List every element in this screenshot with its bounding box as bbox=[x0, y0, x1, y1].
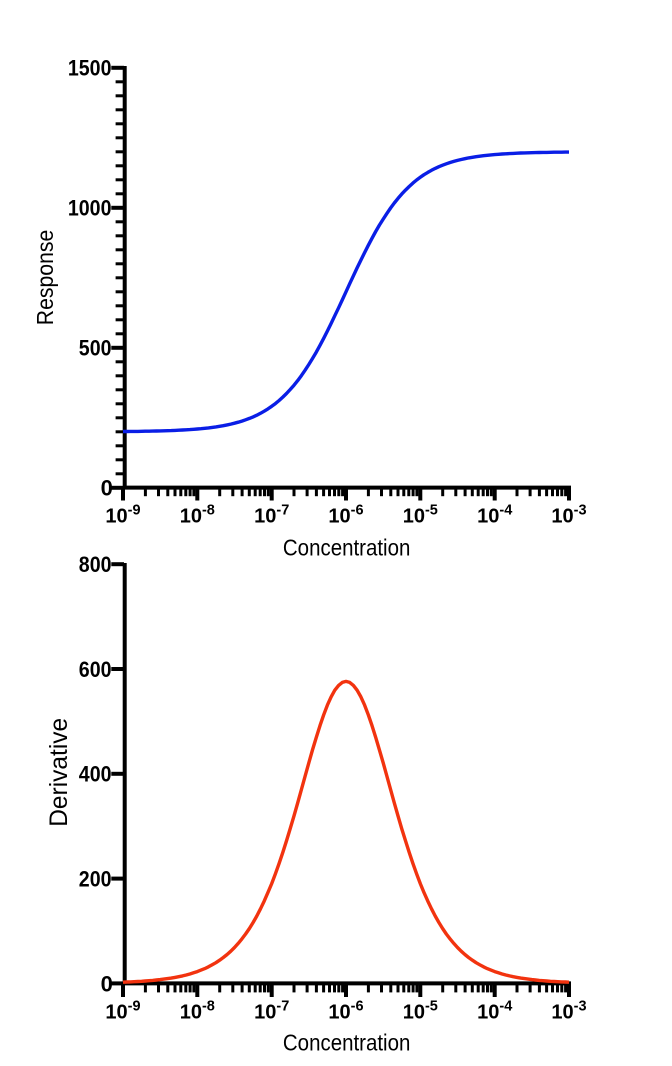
svg-text:500: 500 bbox=[79, 336, 112, 361]
svg-text:200: 200 bbox=[79, 867, 112, 892]
svg-text:600: 600 bbox=[79, 657, 112, 682]
svg-text:10-5: 10-5 bbox=[403, 998, 438, 1023]
svg-text:10-8: 10-8 bbox=[180, 502, 215, 527]
svg-text:10-3: 10-3 bbox=[551, 998, 586, 1023]
svg-text:10-6: 10-6 bbox=[328, 502, 363, 527]
svg-text:10-4: 10-4 bbox=[477, 502, 512, 527]
svg-text:0: 0 bbox=[101, 476, 113, 501]
svg-text:10-8: 10-8 bbox=[180, 998, 215, 1023]
svg-text:0: 0 bbox=[101, 971, 113, 996]
svg-text:10-3: 10-3 bbox=[551, 502, 586, 527]
svg-text:10-4: 10-4 bbox=[477, 998, 512, 1023]
svg-text:Concentration: Concentration bbox=[283, 534, 411, 560]
svg-text:10-5: 10-5 bbox=[403, 502, 438, 527]
svg-text:Derivative: Derivative bbox=[45, 718, 73, 827]
svg-text:10-6: 10-6 bbox=[328, 998, 363, 1023]
svg-text:800: 800 bbox=[79, 552, 112, 577]
svg-text:1000: 1000 bbox=[68, 196, 112, 221]
svg-text:Concentration: Concentration bbox=[283, 1029, 411, 1055]
svg-text:400: 400 bbox=[79, 762, 112, 787]
svg-text:10-9: 10-9 bbox=[105, 998, 140, 1023]
svg-text:10-7: 10-7 bbox=[254, 998, 289, 1023]
svg-text:10-7: 10-7 bbox=[254, 502, 289, 527]
svg-text:Response: Response bbox=[32, 230, 58, 326]
svg-text:1500: 1500 bbox=[68, 56, 112, 81]
svg-text:10-9: 10-9 bbox=[105, 502, 140, 527]
